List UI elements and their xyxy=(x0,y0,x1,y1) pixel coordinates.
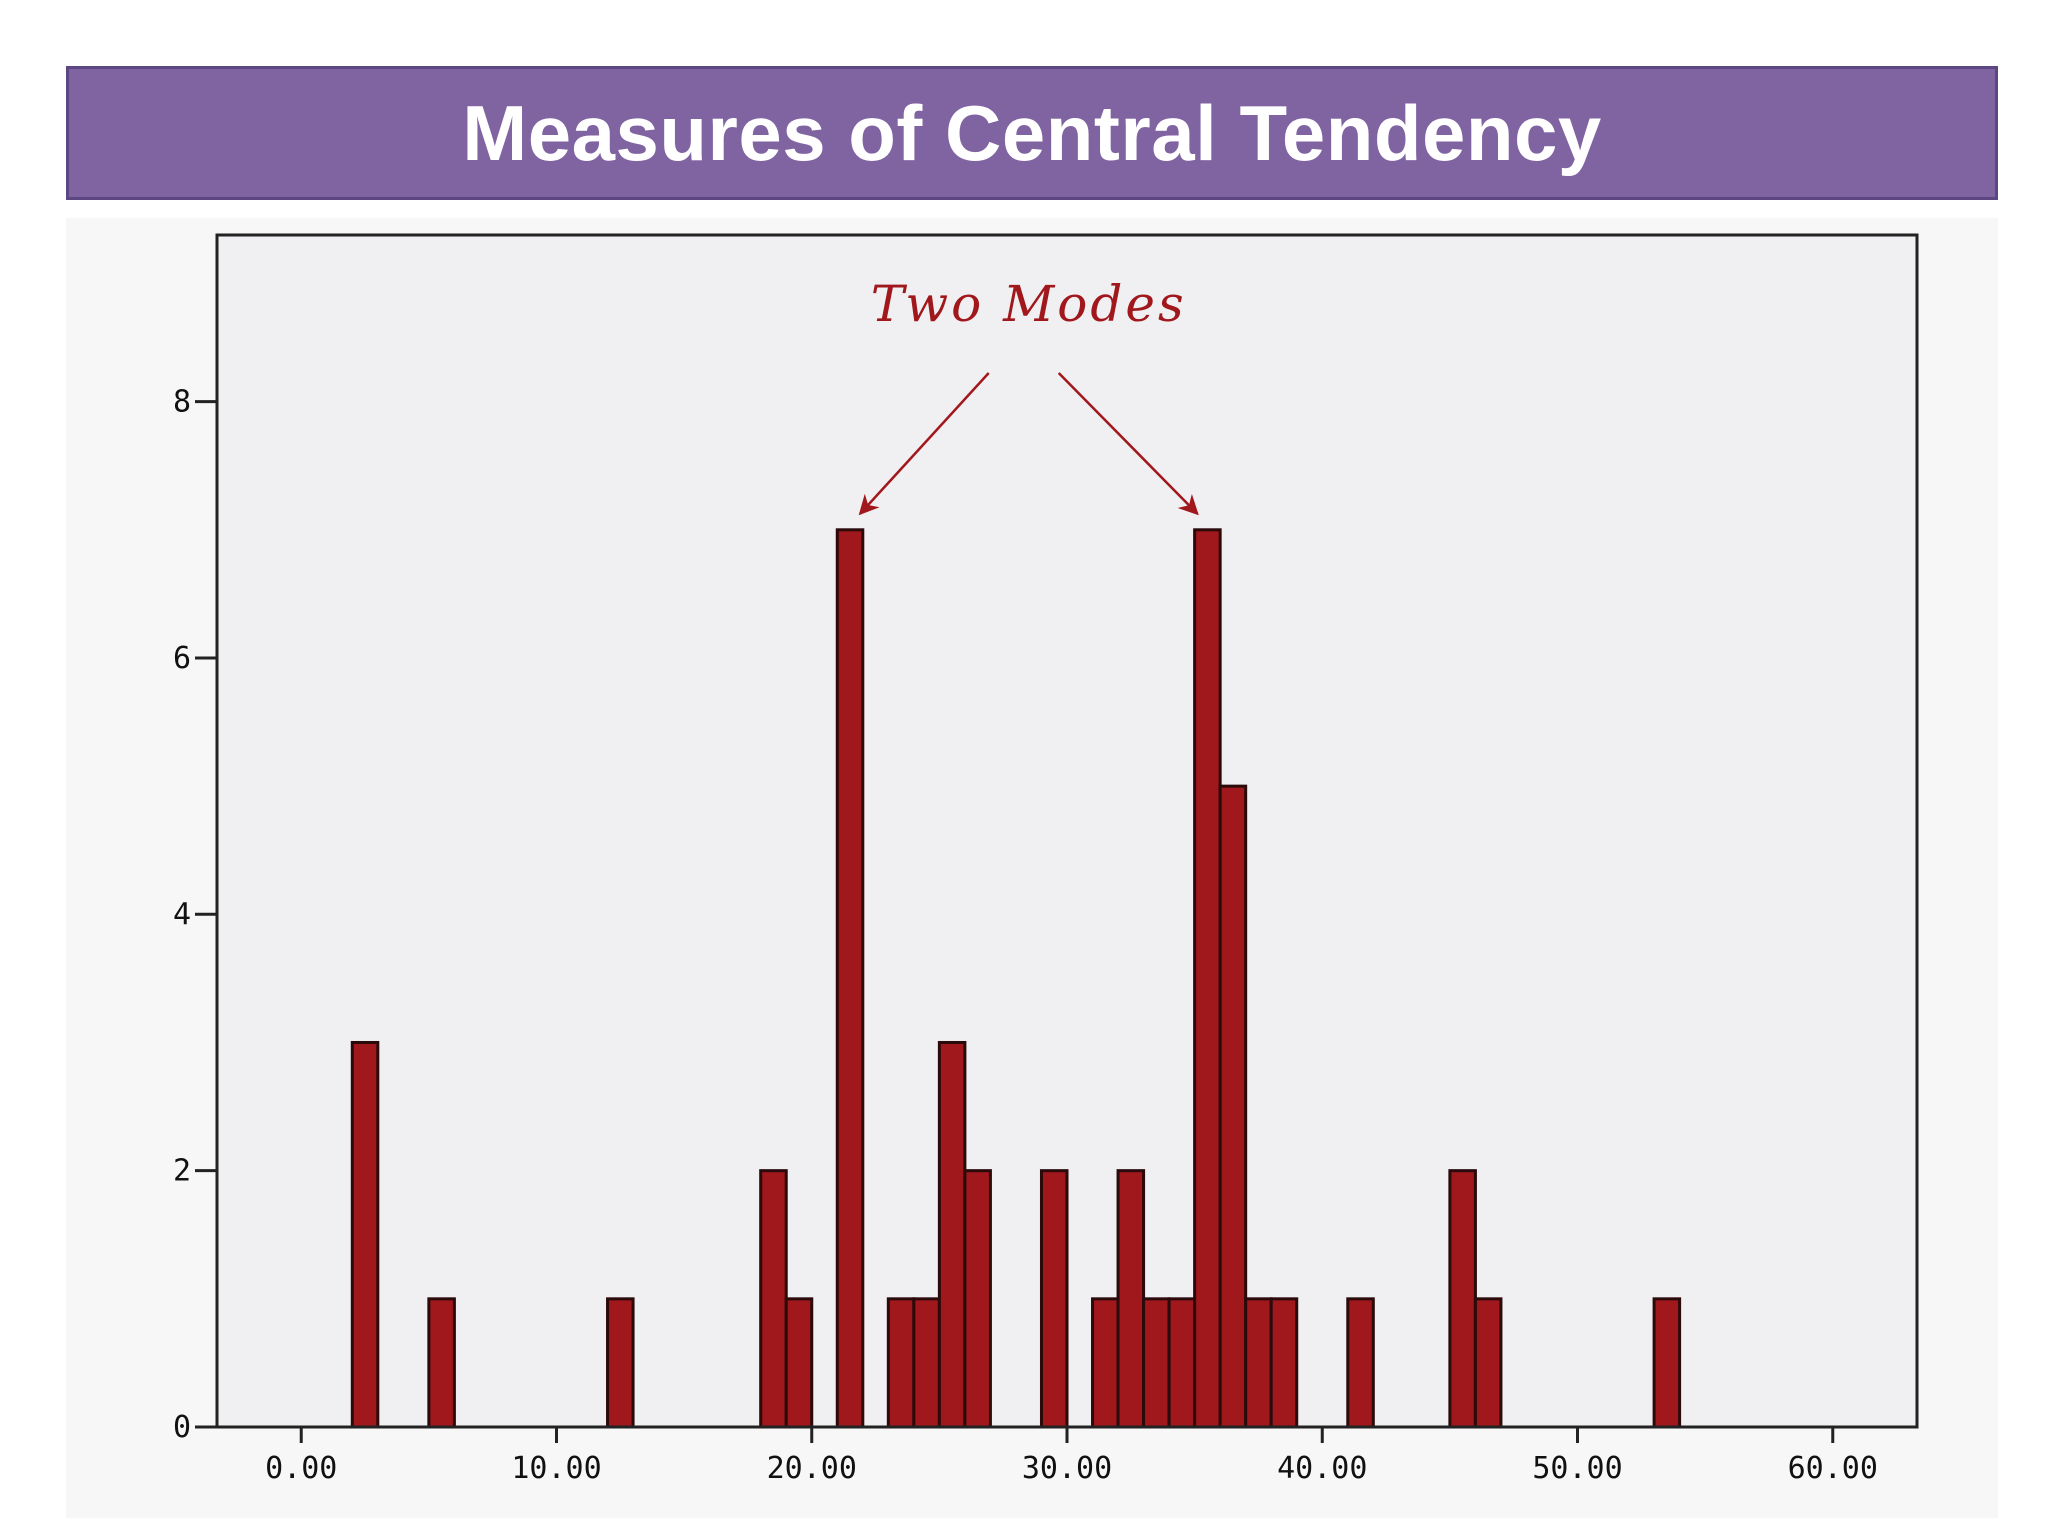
histogram-bar xyxy=(937,1040,967,1429)
annotation-arrow xyxy=(1057,372,1199,516)
histogram-bar xyxy=(1244,1297,1273,1429)
slide-title: Measures of Central Tendency xyxy=(462,88,1602,177)
histogram-chart: 0.00 10.00 20.00 30.00 40.00 50.00 60.0002468 … xyxy=(173,233,1919,1486)
histogram-bar xyxy=(350,1040,380,1429)
histogram-bar xyxy=(1269,1297,1299,1429)
histogram-bar xyxy=(1142,1297,1171,1429)
y-tick-label: 6 xyxy=(173,641,191,676)
histogram-bar xyxy=(1346,1297,1375,1429)
histogram-bar xyxy=(1218,784,1248,1429)
x-tick-label: 10.00 xyxy=(511,1451,601,1486)
histogram-bar xyxy=(427,1297,456,1429)
histogram-bar xyxy=(886,1297,916,1429)
histogram-bar xyxy=(1039,1169,1069,1429)
annotation-arrow xyxy=(858,372,990,516)
histogram-bar xyxy=(1091,1297,1120,1429)
histogram-bar xyxy=(784,1297,814,1429)
histogram-bar xyxy=(606,1297,635,1429)
histogram-bar xyxy=(1116,1169,1146,1429)
histogram-bar xyxy=(1652,1297,1682,1429)
x-tick-label: 50.00 xyxy=(1532,1451,1622,1486)
chart-area: 0.00 10.00 20.00 30.00 40.00 50.00 60.00 0 2 4 6 8 … xyxy=(66,218,1998,1518)
x-tick-label: 40.00 xyxy=(1277,1451,1367,1486)
histogram-bar xyxy=(835,528,865,1429)
y-tick-label: 8 xyxy=(173,385,191,420)
y-tick-label: 4 xyxy=(173,897,191,932)
x-tick-label: 60.00 xyxy=(1788,1451,1878,1486)
y-tick-label: 0 xyxy=(173,1410,191,1445)
histogram-bar xyxy=(1167,1297,1197,1429)
x-tick-label: 30.00 xyxy=(1022,1451,1112,1486)
x-tick-label: 20.00 xyxy=(767,1451,857,1486)
histogram-bar xyxy=(1193,528,1222,1429)
histogram-bar xyxy=(963,1169,992,1429)
x-tick-label: 0.00 xyxy=(265,1451,337,1486)
histogram-bar xyxy=(1473,1297,1503,1429)
y-tick-label: 2 xyxy=(173,1154,191,1189)
annotation-label: Two Modes xyxy=(871,275,1187,333)
histogram-bar xyxy=(759,1169,788,1429)
title-banner: Measures of Central Tendency xyxy=(66,66,1998,200)
histogram-bar xyxy=(1448,1169,1477,1429)
axes-layer: 0.00 10.00 20.00 30.00 40.00 50.00 60.00 0 2 4 6 8 xyxy=(173,233,1919,1486)
bars-layer xyxy=(350,528,1682,1429)
histogram-bar xyxy=(912,1297,941,1429)
annotation-layer: Two Modes xyxy=(858,275,1199,516)
